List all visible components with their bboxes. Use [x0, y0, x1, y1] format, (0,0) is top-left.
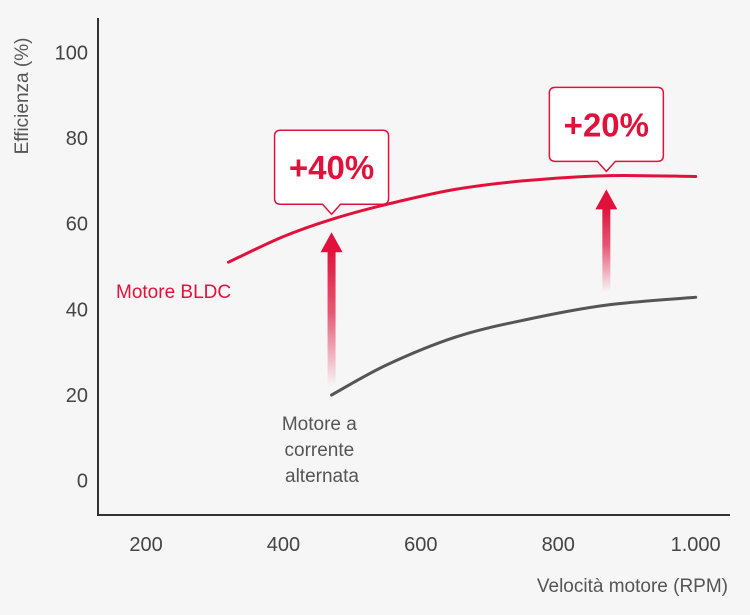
x-tick-label-3: 800	[542, 534, 575, 556]
series-label-ac-line2: corrente	[285, 440, 355, 461]
y-tick-label-4: 80	[66, 128, 88, 150]
gain-callout-label-0: +40%	[289, 149, 374, 186]
y-tick-label-2: 40	[66, 299, 88, 321]
y-axis-title: Efficienza (%)	[12, 38, 33, 155]
gain-annotations: +40% +20%	[273, 86, 665, 387]
x-tick-label-0: 200	[129, 534, 162, 556]
x-axis-title: Velocità motore (RPM)	[537, 576, 728, 597]
gain-arrow-head-1	[595, 189, 618, 210]
series-label-bldc: Motore BLDC	[116, 282, 231, 303]
gain-callout-box-1	[548, 86, 665, 173]
y-tick-label-0: 0	[77, 471, 88, 493]
series-line-ac	[330, 295, 698, 397]
y-tick-label-3: 60	[66, 214, 88, 236]
y-tick-label-5: 100	[55, 42, 88, 64]
series-label-ac-line1: Motore a	[282, 414, 357, 435]
tick-labels: 200 400 600 800 1.000 0 20 40 60 80 100	[55, 42, 721, 556]
gain-callout-label-1: +20%	[564, 106, 649, 143]
gain-arrow-shaft-0	[327, 250, 336, 387]
series-label-ac-line3: alternata	[285, 466, 359, 487]
gain-arrow-head-0	[320, 232, 343, 253]
gain-callout-box-0	[273, 129, 390, 216]
x-tick-label-4: 1.000	[671, 534, 721, 556]
gain-arrow-shaft-1	[602, 207, 611, 293]
series-label-ac: Motore a corrente alternata	[282, 414, 362, 487]
y-tick-label-1: 20	[66, 385, 88, 407]
series-line-bldc	[227, 174, 698, 264]
series-lines	[227, 174, 698, 397]
x-tick-label-2: 600	[404, 534, 437, 556]
x-tick-label-1: 400	[267, 534, 300, 556]
